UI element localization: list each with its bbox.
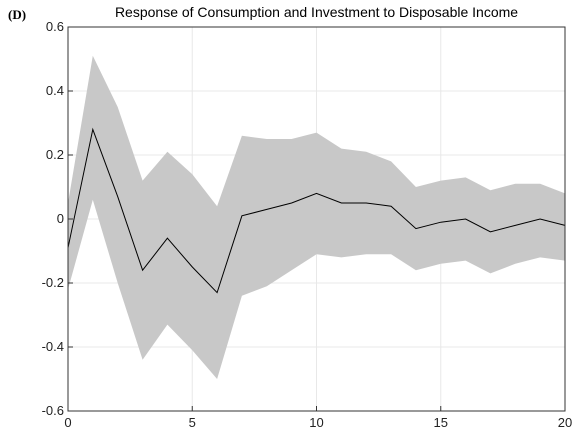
x-tick-label: 20 [558,415,572,430]
y-tick-label: 0.2 [46,147,64,162]
y-tick-label: 0 [57,211,64,226]
x-tick-label: 15 [434,415,448,430]
x-tick-label: 0 [64,415,71,430]
panel-label: (D) [8,7,27,22]
chart-title: Response of Consumption and Investment t… [114,4,519,20]
y-tick-label: -0.2 [42,275,64,290]
tick-labels: 0 5 10 15 20 -0.6 -0.4 -0.2 0 0.2 0.4 0.6 [42,19,573,430]
y-tick-label: -0.6 [42,403,64,418]
confidence-band-area [68,55,565,380]
y-tick-label: 0.6 [46,19,64,34]
impulse-response-line [67,127,566,294]
x-tick-label: 10 [309,415,323,430]
y-tick-label: 0.4 [46,83,64,98]
y-tick-label: -0.4 [42,339,64,354]
confidence-band [68,55,565,380]
point-estimate-line [67,127,566,294]
axes [67,26,566,412]
x-tick-label: 5 [189,415,196,430]
